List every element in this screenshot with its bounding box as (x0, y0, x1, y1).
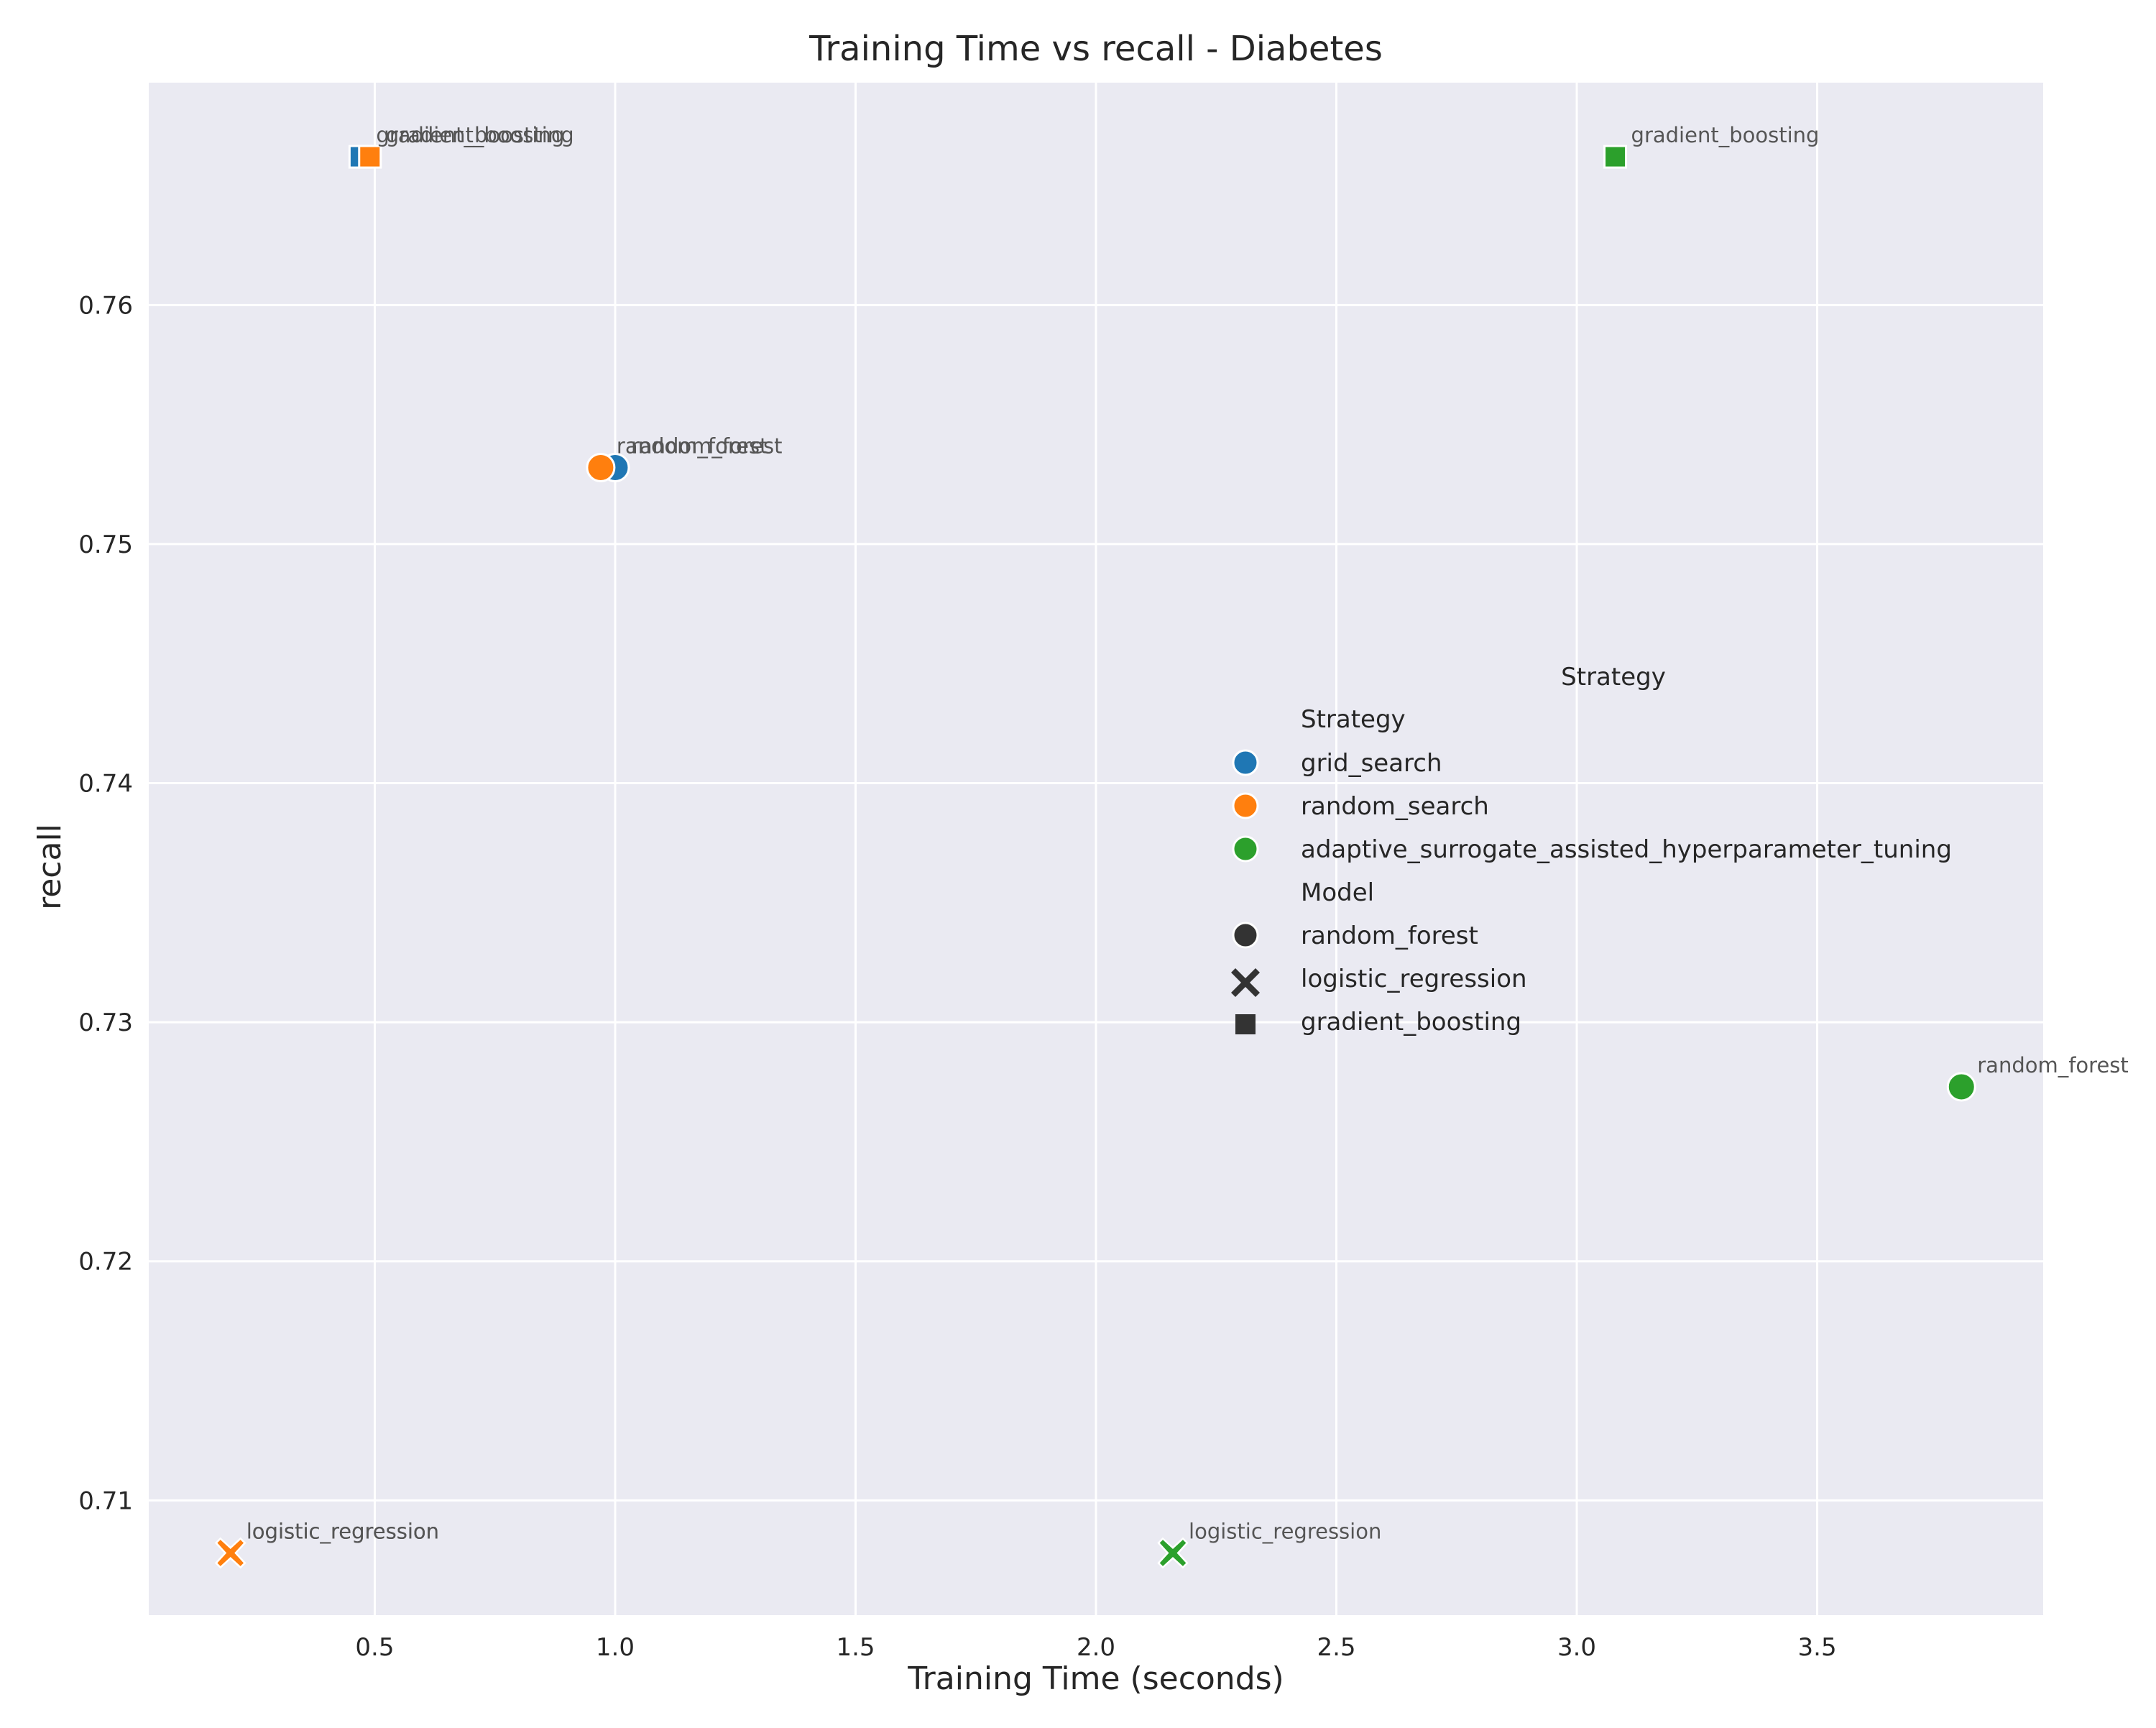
legend-marker-random-forest (1232, 922, 1259, 949)
legend-label-logistic-regression: logistic_regression (1301, 965, 1527, 993)
x-tick-label: 1.0 (596, 1633, 635, 1662)
y-axis-label: recall (32, 824, 68, 910)
point-random-search-logistic-regression (214, 1537, 247, 1569)
x-tick-label: 0.5 (355, 1633, 394, 1662)
y-tick-label: 0.74 (78, 770, 133, 799)
legend-marker-logistic-regression (1231, 968, 1260, 997)
point-label: random_forest (631, 433, 783, 458)
legend-label-adaptive-tuning: adaptive_surrogate_assisted_hyperparamet… (1301, 835, 1952, 864)
y-tick-label: 0.72 (78, 1248, 133, 1277)
point-label: logistic_regression (247, 1520, 439, 1544)
y-tick-label: 0.76 (78, 291, 133, 320)
point-adaptive-surrogate-assisted-hyperparameter-tuning-gradient-boosting (1603, 144, 1628, 169)
legend-marker-random-search (1232, 792, 1259, 819)
legend-style-title: Model (1301, 878, 1374, 907)
point-adaptive-surrogate-assisted-hyperparameter-tuning-random-forest (1946, 1072, 1976, 1102)
y-tick-label: 0.71 (78, 1486, 133, 1515)
y-tick-label: 0.75 (78, 530, 133, 559)
x-tick-label: 1.5 (836, 1633, 875, 1662)
data-points (214, 144, 1976, 1569)
legend-label-random-search: random_search (1301, 792, 1489, 821)
legend-marker-grid-search (1232, 749, 1259, 776)
point-label: gradient_boosting (1631, 123, 1820, 147)
point-random-search-random-forest (586, 452, 616, 482)
x-tick-label: 3.0 (1557, 1633, 1596, 1662)
legend-marker-adaptive-tuning (1232, 835, 1259, 863)
x-tick-label: 3.5 (1798, 1633, 1837, 1662)
x-axis-ticks: 0.5 1.0 1.5 2.0 2.5 3.0 3.5 (355, 1633, 1836, 1662)
point-random-search-gradient-boosting (358, 144, 382, 169)
legend-marker-gradient-boosting (1235, 1014, 1256, 1034)
point-label: random_forest (617, 433, 768, 458)
point-adaptive-surrogate-assisted-hyperparameter-tuning-logistic-regression (1157, 1537, 1189, 1569)
x-tick-label: 2.5 (1317, 1633, 1355, 1662)
point-labels: gradient_boosting random_forest logistic_r… (247, 123, 2129, 1543)
grid-lines (149, 83, 2043, 1615)
legend-outer-title: Strategy (1561, 663, 1666, 691)
legend-label-grid-search: grid_search (1301, 749, 1442, 778)
x-tick-label: 2.0 (1077, 1633, 1115, 1662)
point-label: gradient_boosting (376, 123, 564, 147)
point-label: gradient_boosting (386, 123, 574, 147)
y-axis-ticks: 0.71 0.72 0.73 0.74 0.75 0.76 (78, 291, 133, 1515)
legend-label-gradient-boosting: gradient_boosting (1301, 1008, 1521, 1037)
legend-label-random-forest: random_forest (1301, 922, 1478, 950)
chart-title: Training Time vs recall - Diabetes (808, 29, 1383, 69)
x-axis-label: Training Time (seconds) (907, 1660, 1284, 1697)
legend: Strategy Strategy grid_search random_sea… (1231, 663, 1952, 1037)
y-tick-label: 0.73 (78, 1008, 133, 1037)
legend-hue-title: Strategy (1301, 705, 1406, 734)
point-label: random_forest (1977, 1053, 2129, 1077)
point-label: logistic_regression (1189, 1520, 1381, 1544)
point-label: logistic_regression (247, 1520, 439, 1544)
